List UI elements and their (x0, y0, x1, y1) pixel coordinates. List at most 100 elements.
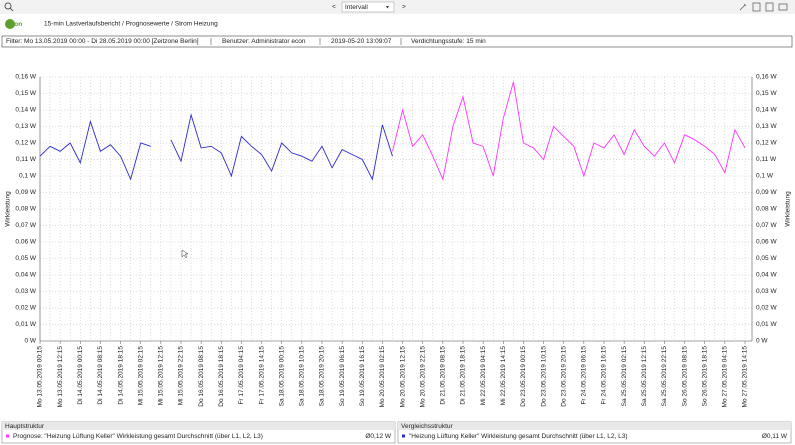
y-tick-label: 0,04 W (15, 272, 36, 279)
y-tick-label: 0,02 W (15, 305, 36, 312)
x-tick-label: Sa 18.05.2019 10:15 (299, 346, 306, 407)
y-tick-label: 0,03 W (15, 288, 36, 295)
y-tick-label: 0,01 W (15, 321, 36, 328)
y2-tick-label: 0,02 W (756, 305, 777, 312)
logo: econ (7, 21, 22, 28)
x-tick-label: Do 16.05.2019 08:15 (198, 346, 205, 407)
report-title: 15-min Lastverlaufsbericht / Prognosewer… (44, 21, 218, 28)
y2-tick-label: 0 W (756, 338, 768, 345)
x-tick-label: Mo 20.05.2019 22:15 (419, 346, 426, 408)
y2-tick-label: 0,08 W (756, 206, 777, 213)
x-tick-label: Mi 15.05.2019 12:15 (158, 346, 165, 406)
x-tick-label: Di 21.05.2019 08:15 (440, 346, 447, 405)
x-tick-label: Mi 22.05.2019 14:15 (500, 346, 507, 406)
x-tick-label: So 26.05.2019 08:15 (681, 346, 688, 407)
x-tick-label: Sa 18.05.2019 00:15 (278, 346, 285, 407)
toolbar-icons[interactable] (739, 2, 788, 12)
x-tick-label: Mo 20.05.2019 02:15 (379, 346, 386, 408)
filter-compression: Verdichtungsstufe: 15 min (411, 38, 486, 45)
filter-bar (1, 35, 793, 48)
y2-tick-label: 0,04 W (756, 272, 777, 279)
y2-tick-label: 0,13 W (756, 123, 777, 130)
series-line (392, 81, 746, 181)
next-button[interactable]: > (402, 4, 406, 11)
x-tick-label: Fr 17.05.2019 14:15 (258, 346, 265, 405)
mouse-cursor (181, 249, 189, 259)
x-tick-label: Do 23.05.2019 10:15 (540, 346, 547, 407)
y-tick-label: 0,15 W (15, 90, 36, 97)
x-tick-label: Sa 25.05.2019 12:15 (641, 346, 648, 407)
y2-tick-label: 0,07 W (756, 222, 777, 229)
y-tick-label: 0,13 W (15, 123, 36, 130)
y2-tick-label: 0,14 W (756, 107, 777, 114)
toolbar (0, 0, 795, 14)
filter-range: Filter: Mo 13.05.2019 00:00 - Di 28.05.2… (6, 38, 199, 45)
x-tick-label: Mo 13.05.2019 00:15 (37, 346, 44, 408)
x-tick-label: Mi 15.05.2019 02:15 (137, 346, 144, 406)
interval-text: Intervall (345, 4, 368, 11)
x-tick-label: Do 23.05.2019 00:15 (520, 346, 527, 407)
legend-average: Ø0,12 W (365, 433, 392, 440)
y2-tick-label: 0,01 W (756, 321, 777, 328)
y-tick-label: 0,16 W (15, 74, 36, 81)
x-tick-label: Mo 27.05.2019 14:15 (742, 346, 749, 408)
x-tick-label: Sa 18.05.2019 20:15 (319, 346, 326, 407)
x-tick-label: Sa 25.05.2019 22:15 (661, 346, 668, 407)
y-tick-label: 0,11 W (16, 156, 37, 163)
x-tick-label: Di 14.05.2019 08:15 (97, 346, 104, 405)
legend-title: Vergleichsstruktur (401, 423, 453, 430)
x-tick-label: Do 23.05.2019 20:15 (560, 346, 567, 407)
y-tick-label: 0 W (24, 338, 36, 345)
x-tick-label: Mi 15.05.2019 22:15 (178, 346, 185, 406)
y2-tick-label: 0,16 W (756, 74, 777, 81)
legend-label: "Heizung Lüftung Keller" Wirkleistung ge… (409, 433, 628, 440)
y2-tick-label: 0,09 W (756, 189, 777, 196)
series-line (39, 113, 393, 181)
y2-tick-label: 0,1 W (756, 173, 774, 180)
y-tick-label: 0,1 W (19, 173, 37, 180)
x-tick-label: Do 16.05.2019 18:15 (218, 346, 225, 407)
x-tick-label: So 19.05.2019 16:15 (359, 346, 366, 407)
dropdown-arrow (386, 6, 389, 9)
filter-user: Benutzer: Administrator econ (222, 38, 306, 45)
legend-title: Hauptstruktur (5, 423, 45, 430)
y2-tick-label: 0,03 W (756, 288, 777, 295)
x-tick-label: Di 21.05.2019 18:15 (460, 346, 467, 405)
y2-tick-label: 0,15 W (756, 90, 777, 97)
x-tick-label: Mo 27.05.2019 04:15 (722, 346, 729, 408)
y-axis-label: Wirkleistung (5, 191, 12, 227)
legend-label: Prognose: "Heizung Lüftung Keller" Wirkl… (13, 433, 263, 440)
x-tick-label: So 19.05.2019 06:15 (339, 346, 346, 407)
legend-swatch (402, 434, 405, 438)
logo-mark (5, 19, 15, 29)
x-tick-label: Di 14.05.2019 18:15 (117, 346, 124, 405)
x-tick-label: Sa 25.05.2019 02:15 (621, 346, 628, 407)
y-tick-label: 0,12 W (15, 140, 36, 147)
x-tick-label: Mi 22.05.2019 04:15 (480, 346, 487, 406)
y2-tick-label: 0,06 W (756, 239, 777, 246)
x-tick-label: Fr 24.05.2019 06:15 (581, 346, 588, 405)
legend-header (2, 422, 395, 430)
legend-swatch (6, 434, 9, 438)
x-tick-label: Mo 13.05.2019 12:15 (57, 346, 64, 408)
prev-button[interactable]: < (332, 4, 336, 11)
y-tick-label: 0,09 W (15, 189, 36, 196)
y-tick-label: 0,06 W (15, 239, 36, 246)
x-tick-label: So 26.05.2019 18:15 (701, 346, 708, 407)
filter-timestamp: 2019-05-20 13:09:07 (331, 38, 392, 45)
y2-tick-label: 0,11 W (756, 156, 777, 163)
y2-axis-label: Wirkleistung (785, 191, 792, 227)
y2-tick-label: 0,05 W (756, 255, 777, 262)
legend-header (398, 422, 791, 430)
y-tick-label: 0,14 W (15, 107, 36, 114)
legend-average: Ø0,11 W (762, 433, 788, 440)
search-icon[interactable] (4, 2, 14, 12)
x-tick-label: Fr 17.05.2019 04:15 (238, 346, 245, 405)
y2-tick-label: 0,12 W (756, 140, 777, 147)
y-tick-label: 0,05 W (15, 255, 36, 262)
x-tick-label: Fr 24.05.2019 16:15 (601, 346, 608, 405)
x-tick-label: Di 14.05.2019 00:15 (77, 346, 84, 405)
x-tick-label: Mo 20.05.2019 12:15 (399, 346, 406, 408)
interval-dropdown[interactable] (341, 1, 395, 13)
